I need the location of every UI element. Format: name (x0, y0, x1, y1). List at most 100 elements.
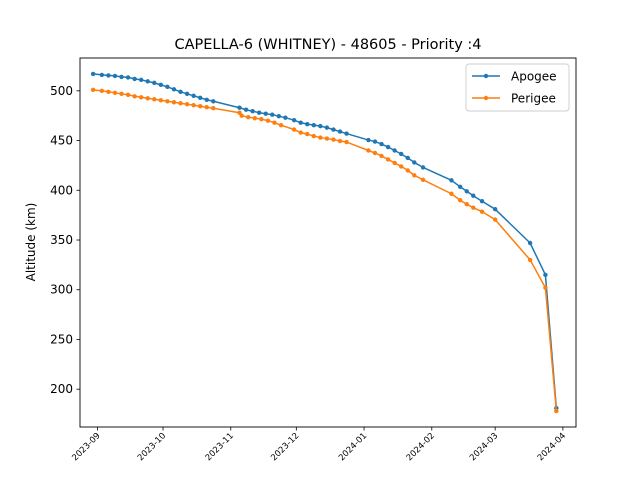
y-tick-label: 400 (50, 183, 73, 197)
y-tick-label: 450 (50, 134, 73, 148)
apogee-point (385, 144, 391, 150)
legend-label-perigee: Perigee (511, 92, 556, 106)
apogee-point (449, 178, 454, 183)
perigee-point (372, 150, 378, 156)
perigee-point (412, 173, 417, 178)
perigee-point (492, 217, 498, 222)
perigee-point (479, 209, 485, 214)
apogee-point (527, 240, 533, 246)
apogee-point (263, 111, 268, 116)
perigee-point (178, 101, 183, 106)
apogee-point (283, 115, 288, 120)
perigee-point (366, 148, 371, 153)
perigee-point (171, 100, 177, 105)
legend-label-apogee: Apogee (511, 70, 557, 84)
perigee-point (399, 164, 404, 169)
perigee-point (252, 115, 257, 121)
perigee-point (420, 177, 426, 183)
perigee-point (318, 135, 323, 140)
apogee-point (171, 87, 177, 92)
apogee-point (138, 77, 144, 83)
apogee-point (197, 95, 203, 100)
perigee-point (337, 138, 343, 144)
apogee-point (211, 99, 216, 104)
apogee-point (399, 151, 404, 157)
y-tick-label: 300 (50, 283, 73, 297)
apogee-point (250, 109, 255, 114)
apogee-point (344, 131, 349, 136)
perigee-point (112, 90, 118, 96)
perigee-point (265, 118, 271, 123)
apogee-point (106, 73, 111, 78)
perigee-point (90, 87, 96, 93)
apogee-point (379, 141, 384, 147)
apogee-point (405, 155, 410, 161)
perigee-point (132, 94, 137, 99)
y-axis-label: Altitude (km) (24, 203, 38, 282)
y-tick-label: 350 (50, 233, 73, 247)
apogee-point (270, 112, 275, 117)
perigee-point (449, 191, 454, 196)
apogee-point (165, 84, 170, 90)
y-axis: 200 250 300 350 400 450 500 (50, 84, 80, 396)
perigee-point (405, 168, 410, 173)
y-tick-label: 250 (50, 332, 73, 346)
apogee-point (276, 113, 282, 119)
perigee-point (158, 98, 164, 103)
apogee-point (392, 148, 397, 153)
perigee-point (298, 130, 303, 135)
perigee-point (344, 139, 349, 145)
apogee-point (184, 91, 190, 97)
apogee-point (318, 123, 323, 129)
apogee-point (471, 193, 476, 198)
perigee-point (204, 105, 209, 110)
y-tick-label: 200 (50, 382, 73, 396)
perigee-point (211, 106, 216, 111)
perigee-point (385, 157, 391, 162)
legend-marker-apogee (483, 73, 489, 79)
perigee-point (272, 120, 277, 125)
perigee-point (278, 122, 284, 128)
perigee-point (259, 116, 264, 122)
chart-title: CAPELLA-6 (WHITNEY) - 48605 - Priority :… (174, 37, 481, 53)
perigee-point (311, 133, 316, 139)
perigee-point (119, 91, 124, 97)
apogee-point (464, 189, 469, 194)
apogee-point (119, 74, 124, 80)
apogee-point (243, 107, 249, 112)
axes-frame (79, 57, 577, 428)
perigee-point (165, 99, 170, 104)
apogee-point (291, 117, 297, 123)
perigee-point (464, 202, 469, 207)
perigee-point (145, 96, 150, 101)
apogee-point (412, 160, 417, 165)
perigee-point (392, 160, 397, 166)
apogee-point (112, 73, 118, 79)
perigee-point (527, 257, 533, 263)
perigee-point (197, 104, 203, 109)
apogee-point (337, 129, 343, 134)
apogee-point (366, 137, 371, 143)
perigee-point (379, 153, 384, 159)
perigee-point (191, 103, 196, 108)
apogee-point (311, 122, 316, 128)
apogee-point (90, 71, 96, 77)
perigee-point (239, 113, 244, 118)
apogee-point (99, 72, 105, 78)
perigee-point (106, 89, 111, 95)
apogee-point (237, 105, 242, 110)
y-tick-label: 500 (50, 84, 73, 98)
legend-marker-perigee (483, 95, 489, 101)
perigee-point (138, 95, 144, 100)
perigee-point (305, 131, 310, 137)
apogee-point (204, 97, 209, 102)
legend: Apogee Perigee (465, 63, 570, 112)
apogee-point (152, 80, 157, 86)
apogee-point (492, 206, 498, 212)
apogee-point (256, 110, 262, 115)
perigee-point (543, 285, 548, 290)
apogee-point (178, 89, 183, 95)
perigee-point (125, 92, 131, 98)
perigee-point (99, 88, 105, 94)
apogee-point (372, 139, 378, 144)
